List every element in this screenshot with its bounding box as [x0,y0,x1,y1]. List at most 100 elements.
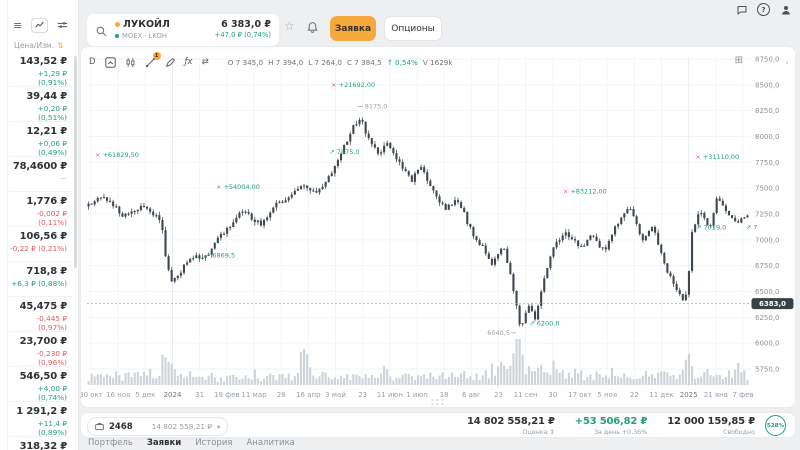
alerts-bell-icon[interactable] [306,19,319,38]
watchlist-item-change: +4,00 ₽ (0,74%) [37,384,67,402]
favorite-star-icon[interactable]: ☆ [284,19,295,33]
buy-marker[interactable]: ↗ 7875,0 [329,148,359,156]
x-axis-tick: 5 ноя [597,391,617,399]
x-axis-tick: 11 июн [377,391,403,399]
candles[interactable] [87,117,749,327]
account-selector[interactable]: 2468 14 802 558,21 ₽ ▾ [87,417,229,436]
ohlc-high: H 7 394,0 [268,57,304,67]
watchlist-items: 143,52 ₽ +1,29 ₽ (0,91%) 39,44 ₽ +0,20 ₽ (0… [9,52,73,450]
watchlist-item[interactable]: 78,4600 ₽ — [9,157,73,192]
watchlist-item-price: 318,32 ₽ [19,441,68,450]
watchlist-item[interactable]: 143,52 ₽ +1,29 ₽ (0,91%) [9,52,73,87]
watchlist-item[interactable]: 718,8 ₽ +6,3 ₽ (0,88%) [9,262,73,297]
compare-icon[interactable]: ⇄ [201,57,209,67]
watchlist-item-price: 78,4600 ₽ [12,161,67,172]
panel-resize-handle[interactable] [430,398,446,405]
list-view-icon[interactable]: ≡ [13,19,23,32]
margin-indicator-badge[interactable]: 528% [765,415,786,436]
watchlist-item-price: 12,21 ₽ [26,126,67,137]
last-price-badge [751,298,794,310]
watchlist-item[interactable]: 12,21 ₽ +0,06 ₽ (0,49%) [9,122,73,157]
y-axis-tick: 8750,0 [755,56,780,64]
x-axis-tick: 5 дек [135,391,155,399]
watchlist-sort-header[interactable]: Цена/Изм. ⇅ [14,41,63,50]
chart-grid: 8750,0 8500,0 8250,0 8000,0 7750,0 7500,0 7250… [81,56,780,400]
closed-position-marker[interactable]: × +83212,00 [563,187,607,195]
account-value: 14 802 558,21 ₽ [151,422,213,431]
watchlist-sidebar: ≡ Цена/Изм. ⇅ 143,52 ₽ +1,29 ₽ (0,91%) 39,… [0,0,79,450]
portfolio-values: 14 802 558,21 ₽ Оценка ↕ +53 506,82 ₽ За… [467,416,755,436]
y-axis-tick: 7250,0 [755,211,780,219]
x-axis-tick: 2024 [164,391,182,399]
closed-position-marker[interactable]: × +21692,00 [331,81,375,89]
chevron-down-icon: ▾ [217,422,221,431]
exchange-label: MOEX · LKOH [122,32,167,40]
watchlist-item-price: 45,475 ₽ [19,301,68,312]
options-button[interactable]: Опционы [384,16,442,41]
ticker-block: ЛУКОЙЛ MOEX · LKOH [115,19,170,40]
user-icon[interactable] [779,3,792,16]
x-axis-tick: 16 апр [296,391,321,399]
ticker-name: ЛУКОЙЛ [123,19,170,30]
y-axis-tick: 5750,0 [755,366,780,374]
watchlist-item[interactable]: 45,475 ₽ -0,445 ₽ (0,97%) [9,297,73,332]
y-axis-tick: 6000,0 [755,340,780,348]
x-axis-tick: 28 [277,391,286,399]
watchlist-item[interactable]: 23,700 ₽ -0,230 ₽ (0,96%) [9,332,73,367]
portfolio-bar: 2468 14 802 558,21 ₽ ▾ 14 802 558,21 ₽ О… [80,412,796,438]
candlestick-style-icon[interactable] [125,57,136,68]
watchlist-item[interactable]: 39,44 ₽ +0,20 ₽ (0,51%) [9,87,73,122]
chart-card: 8750,0 8500,0 8250,0 8000,0 7750,0 7500,0 7250… [80,46,796,408]
last-price-badge-label: 6383,0 [759,300,786,308]
buy-marker[interactable]: ↗ 6200,0 [529,320,559,328]
x-axis-tick: 21 янв [704,391,728,399]
closed-position-marker[interactable]: × +31110,00 [695,153,739,161]
closed-position-marker[interactable]: × +54004,00 [216,183,260,191]
instrument-header-card[interactable]: ЛУКОЙЛ MOEX · LKOH 6 383,0 ₽ +47,0 ₽ (0,… [86,13,280,47]
instrument-color-dot [115,22,120,27]
tab-аналитика[interactable]: Аналитика [246,438,295,448]
buy-marker[interactable]: ↗ 6869,5 [205,251,235,259]
ohlc-low: L 7 264,0 [308,57,342,67]
tab-заявки[interactable]: Заявки [146,438,182,448]
buy-marker[interactable]: ↗ 7 [746,224,758,232]
price-level-label: 6040,5 [487,329,510,337]
watchlist-scrollbar[interactable] [74,56,77,268]
x-axis-tick: 31 [195,391,204,399]
order-button[interactable]: Заявка [330,16,376,41]
watchlist-item-price: 718,8 ₽ [26,266,67,277]
watchlist-item[interactable]: 318,32 ₽+0,81 ₽ (0,26%) [9,437,73,450]
tab-портфель[interactable]: Портфель [88,438,133,448]
x-axis-tick: 23 [494,391,503,399]
collapse-axis-chevron-icon[interactable]: ‹ [785,58,789,68]
indicators-icon[interactable]: ƒx [184,57,193,67]
watchlist-item[interactable]: 106,56 ₽ -0,22 ₽ (0,21%) [9,227,73,262]
sort-toggle-icon: ↕ [549,429,555,436]
help-icon[interactable]: ? [757,3,770,16]
chart-view-icon[interactable] [31,18,49,33]
closed-position-marker[interactable]: × +61829,50 [95,151,139,159]
candlestick-chart[interactable]: 8750,0 8500,0 8250,0 8000,0 7750,0 7500,0 7250… [81,47,795,407]
free-cash-value: 12 000 159,85 ₽ [667,416,755,427]
search-icon[interactable] [95,23,108,42]
watchlist-item[interactable]: 1,776 ₽ -0,002 ₽ (0,11%) [9,192,73,227]
watchlist-item[interactable]: 546,50 ₽ +4,00 ₽ (0,74%) [9,367,73,402]
chat-icon[interactable] [735,3,748,16]
drawings-icon[interactable]: 1 [145,51,161,68]
watchlist-item-change: — [59,174,67,183]
sidebar-view-switcher: ≡ [13,18,68,33]
valuation-label[interactable]: Оценка ↕ [522,429,555,436]
ohlc-change: ↑ 0,54% [386,57,418,67]
timeframe-button[interactable]: D [89,57,96,67]
buy-marker[interactable]: ↗ 7019,0 [696,224,726,232]
watchlist-item-price: 1,776 ₽ [26,196,67,207]
add-panel-icon[interactable]: ⊞ [734,55,743,66]
valuation-value: 14 802 558,21 ₽ [467,416,555,427]
filter-icon[interactable] [57,20,68,32]
brush-icon[interactable] [165,57,176,68]
tab-история[interactable]: История [195,438,233,448]
watchlist-item-price: 106,56 ₽ [19,231,68,242]
chart-type-icon[interactable] [104,56,116,68]
watchlist-item[interactable]: 1 291,2 ₽ +11,4 ₽ (0,89%) [9,402,73,437]
drawings-count-badge: 1 [152,51,161,60]
